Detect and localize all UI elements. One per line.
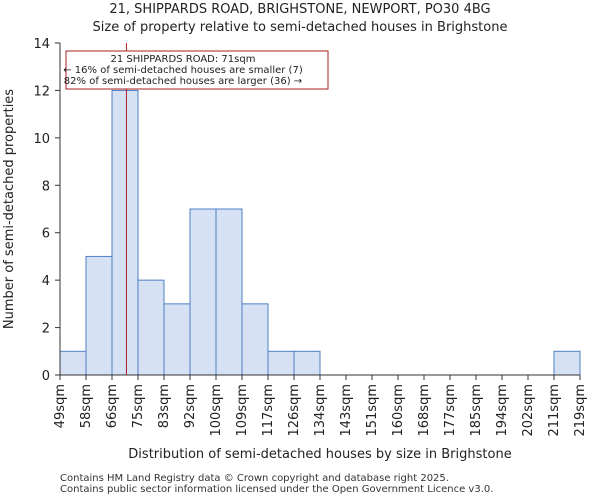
footer-licence: Contains public sector information licen…	[60, 484, 494, 495]
bars-group	[59, 89, 581, 376]
x-tick-label: 160sqm	[391, 384, 406, 437]
y-tick-label: 12	[33, 84, 50, 99]
x-tick-label: 126sqm	[287, 384, 302, 437]
bar-211sqm	[553, 350, 581, 376]
y-tick-label: 10	[33, 132, 50, 147]
footer-copyright: Contains HM Land Registry data © Crown c…	[60, 473, 449, 484]
bar-49sqm	[59, 350, 87, 376]
x-tick-label: 194sqm	[495, 384, 510, 437]
x-tick-label: 134sqm	[313, 384, 328, 437]
x-tick-label: 58sqm	[79, 384, 94, 428]
chart-area: 0 2 4 6 8 10 12 14 49sqm 58sqm 66sqm 75sqm 83sqm 92sq…	[2, 37, 588, 462]
annotation-smaller: ← 16% of semi-detached houses are smalle…	[63, 65, 303, 76]
x-tick-label: 219sqm	[573, 384, 588, 437]
x-tick-label: 75sqm	[131, 384, 146, 428]
bar-58sqm	[85, 255, 113, 376]
x-tick-label: 202sqm	[521, 384, 536, 437]
x-tick-label: 177sqm	[443, 384, 458, 437]
y-tick-label: 4	[42, 274, 50, 289]
y-axis-label: Number of semi-detached properties	[2, 89, 17, 329]
x-tick-label: 66sqm	[105, 384, 120, 428]
annotation-property: 21 SHIPPARDS ROAD: 71sqm	[111, 54, 256, 65]
bar-100sqm	[215, 208, 243, 376]
annotation-group: 21 SHIPPARDS ROAD: 71sqm← 16% of semi-de…	[63, 43, 329, 375]
x-tick-label: 151sqm	[365, 384, 380, 437]
bar-117sqm	[267, 350, 295, 376]
x-tick-label: 185sqm	[469, 384, 484, 437]
chart-title-address: 21, SHIPPARDS ROAD, BRIGHSTONE, NEWPORT,…	[109, 2, 491, 17]
bar-66sqm	[111, 89, 139, 376]
x-tick-label: 100sqm	[209, 384, 224, 437]
y-tick-label: 8	[42, 179, 50, 194]
x-tick-label: 143sqm	[339, 384, 354, 437]
annotation-box	[65, 50, 329, 90]
x-axis-label: Distribution of semi-detached houses by …	[128, 447, 511, 462]
ticks-group: 0 2 4 6 8 10 12 14 49sqm 58sqm 66sqm 75sqm 83sqm 92sq…	[33, 37, 588, 437]
y-tick-label: 0	[42, 369, 50, 384]
x-tick-label: 211sqm	[547, 384, 562, 437]
x-tick-label: 117sqm	[261, 384, 276, 437]
bar-92sqm	[189, 208, 217, 376]
x-tick-label: 168sqm	[417, 384, 432, 437]
x-tick-label: 49sqm	[53, 384, 68, 428]
bar-109sqm	[241, 303, 269, 376]
x-tick-label: 92sqm	[183, 384, 198, 428]
chart-title: Size of property relative to semi-detach…	[92, 20, 508, 35]
y-tick-label: 2	[42, 322, 50, 337]
x-tick-label: 109sqm	[235, 384, 250, 437]
y-tick-label: 6	[42, 227, 50, 242]
bar-75sqm	[137, 279, 165, 376]
x-tick-label: 83sqm	[157, 384, 172, 428]
bar-126sqm	[293, 350, 321, 376]
annotation-larger: 82% of semi-detached houses are larger (…	[64, 76, 302, 87]
y-tick-label: 14	[33, 37, 50, 52]
bar-83sqm	[163, 303, 191, 376]
